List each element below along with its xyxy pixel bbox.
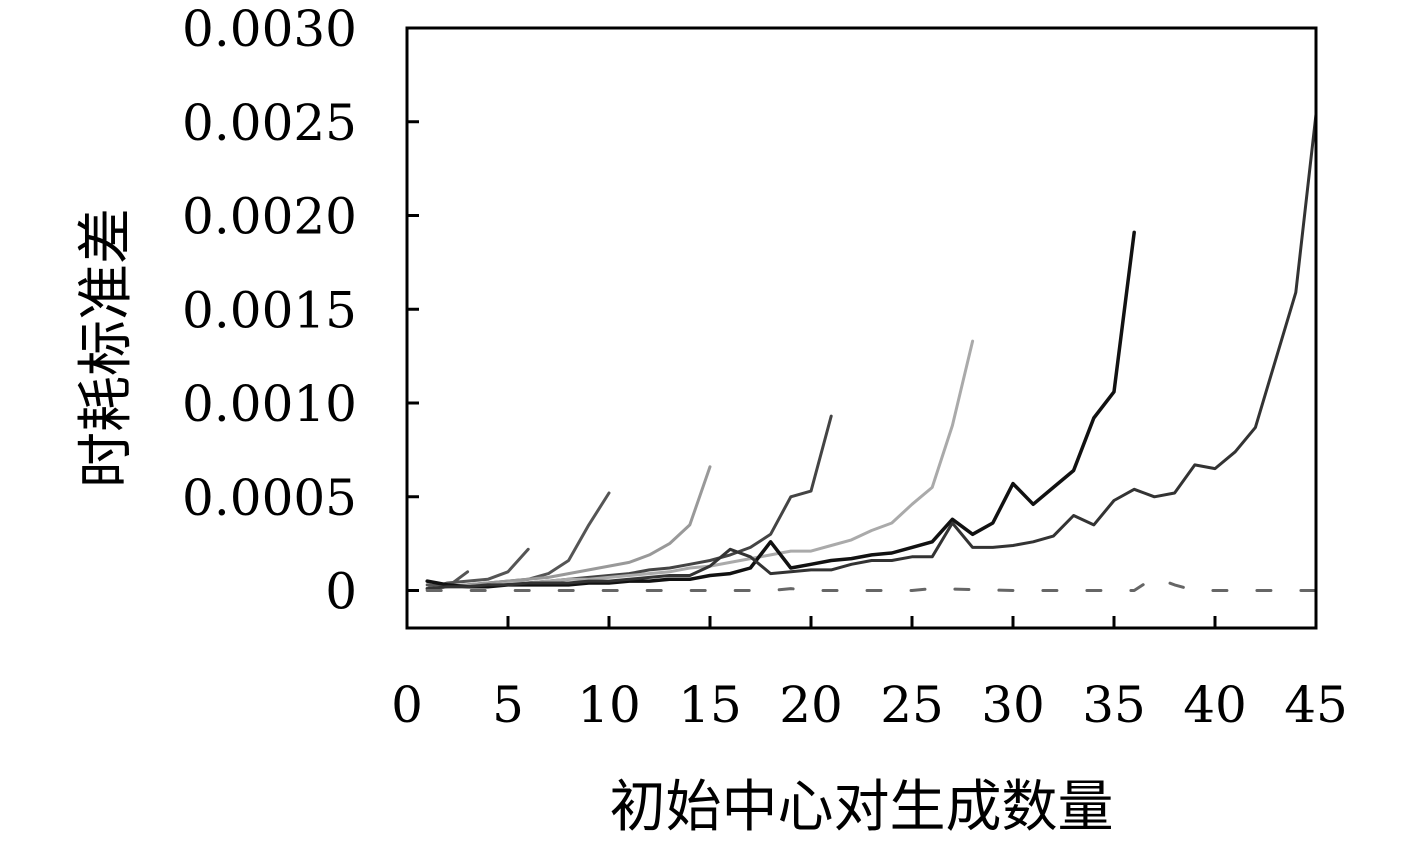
x-tick-label: 5 xyxy=(492,676,524,734)
series-line-3 xyxy=(425,491,611,591)
x-tick-label: 20 xyxy=(779,676,843,734)
y-tick-label: 0.0015 xyxy=(182,281,357,339)
x-tick-label: 15 xyxy=(678,676,742,734)
series-layer xyxy=(425,112,1318,592)
x-tick-label: 10 xyxy=(577,676,641,734)
y-axis-title: 时耗标准差 xyxy=(74,208,139,488)
series-line-9 xyxy=(425,575,1318,592)
y-tick-label: 0 xyxy=(325,563,357,621)
y-tick-label: 0.0030 xyxy=(182,0,357,58)
series-line-8 xyxy=(425,112,1318,591)
plot-frame xyxy=(405,26,1318,630)
x-tick-label: 35 xyxy=(1082,676,1146,734)
x-axis-title: 初始中心对生成数量 xyxy=(610,775,1114,840)
y-tick-label: 0.0020 xyxy=(182,188,357,246)
y-tick-label: 0.0025 xyxy=(182,94,357,152)
y-tick-label: 0.0005 xyxy=(182,469,357,527)
series-line-4 xyxy=(425,465,712,591)
x-tick-label: 30 xyxy=(981,676,1045,734)
series-line-7 xyxy=(425,230,1136,589)
y-tick-label: 0.0010 xyxy=(182,375,357,433)
x-tick-label: 0 xyxy=(391,676,423,734)
x-tick-label: 45 xyxy=(1284,676,1348,734)
x-tick-label: 25 xyxy=(880,676,944,734)
tick-layer: 0 5 10 15 20 25 30 35 40 45 0 0.0005 0.0010 0.0015 0.0… xyxy=(182,0,1348,734)
x-tick-label: 40 xyxy=(1183,676,1247,734)
